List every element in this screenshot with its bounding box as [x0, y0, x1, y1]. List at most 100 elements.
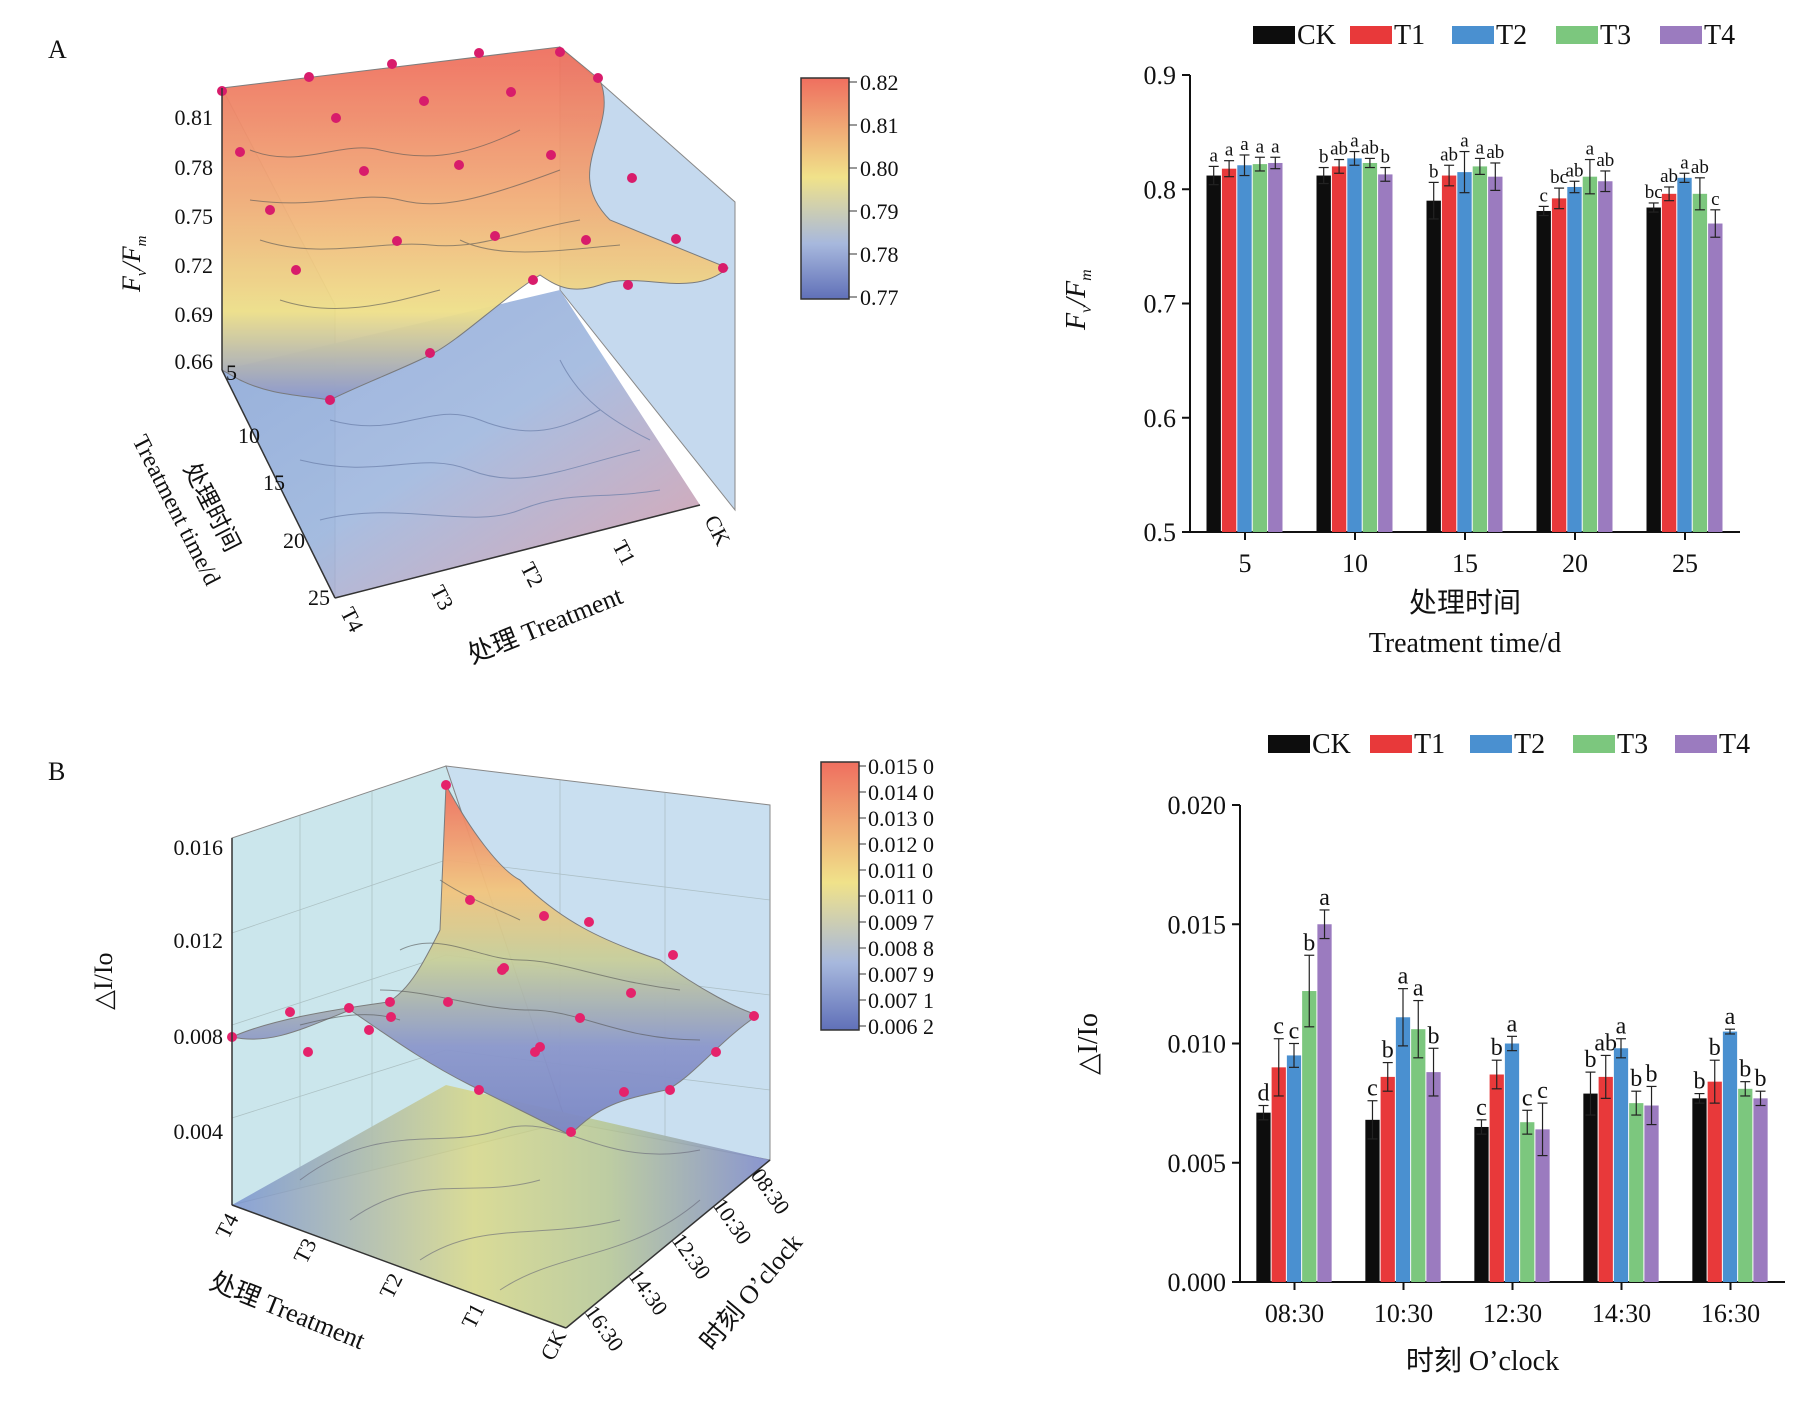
bar-t3: [1472, 166, 1488, 532]
panel-a-surface-contours: [249, 129, 621, 310]
panel-b-x-tick: T4: [210, 1209, 243, 1242]
x-axis-title: 时刻 O’clock: [1406, 1345, 1559, 1377]
y-axis-title: △I/Io: [1073, 1013, 1104, 1075]
panel-a-y-tick: 20: [283, 528, 305, 553]
significance-letter: b: [1381, 147, 1391, 168]
panel-b-z-tick: 0.012: [174, 928, 224, 953]
significance-letter: a: [1271, 136, 1280, 157]
colorbar-a-tick: 0.78: [860, 242, 899, 267]
significance-letter: b: [1428, 1023, 1440, 1049]
bar-t2: [1567, 186, 1582, 532]
bar-t4: [1426, 1072, 1441, 1282]
y-tick-label: 0.7: [1144, 290, 1177, 319]
bar-t3: [1692, 193, 1708, 532]
significance-letter: a: [1350, 131, 1359, 152]
panel-b-z-ticks: 0.016 0.012 0.008 0.004: [174, 835, 224, 1144]
bar-t1: [1441, 175, 1457, 533]
bar-t2: [1722, 1031, 1738, 1282]
panel-b-y-axis-title: 时刻 O’clock: [694, 1228, 808, 1356]
colorbar-a-tick: 0.80: [860, 156, 899, 181]
significance-letter: ab: [1486, 142, 1504, 163]
colorbar-b-tick: 0.011 0: [868, 858, 933, 883]
significance-letter: ab: [1566, 160, 1584, 181]
bar-ck: [1583, 1093, 1598, 1282]
x-tick-label: 5: [1239, 549, 1252, 578]
panel-a-colorbar: 0.82 0.81 0.80 0.79 0.78 0.77: [800, 70, 899, 310]
colorbar-b-tick: 0.013 0: [868, 806, 934, 831]
bar-t1: [1331, 166, 1347, 532]
significance-letter: bc: [1550, 167, 1568, 188]
legend-label-t3: T3: [1617, 729, 1648, 760]
bar-t3: [1738, 1088, 1753, 1282]
bar-t1: [1271, 1067, 1286, 1282]
bar-t2: [1395, 1017, 1411, 1282]
significance-letter: d: [1257, 1081, 1269, 1107]
x-axis-title-cn: 处理时间: [1409, 587, 1521, 619]
bar-ck: [1206, 175, 1221, 533]
significance-letter: a: [1240, 134, 1249, 155]
colorbar-a-tick: 0.79: [860, 199, 899, 224]
panel-b-y-tick: 08:30: [746, 1164, 795, 1219]
panel-a-surface-plot: A 0.81 0.78 0.75 0.72 0.69 0.66 Fv/Fm: [48, 35, 736, 670]
bar-t4: [1644, 1105, 1659, 1282]
panel-b-floor-contours: [299, 1125, 701, 1291]
colorbar-a-tick: 0.77: [860, 285, 899, 310]
significance-letter: a: [1586, 139, 1595, 160]
bar-t2: [1677, 177, 1692, 532]
y-tick-label: 0.6: [1144, 404, 1177, 433]
panel-b-y-tick: 12:30: [667, 1229, 716, 1284]
legend-label-t4: T4: [1719, 729, 1750, 760]
significance-letter: b: [1755, 1066, 1767, 1092]
colorbar-b-tick: 0.007 9: [868, 962, 934, 987]
bar-ck: [1536, 210, 1551, 532]
significance-letter: c: [1273, 1014, 1284, 1040]
legend-swatch-t3: [1556, 26, 1598, 44]
panel-b-x-tick: CK: [535, 1326, 571, 1365]
significance-letter: c: [1367, 1076, 1378, 1102]
panel-b-y-tick: 10:30: [708, 1194, 757, 1249]
panel-b-colorbar: 0.015 00.014 00.013 00.012 00.011 00.011…: [820, 754, 934, 1039]
colorbar-b-tick: 0.014 0: [868, 780, 934, 805]
panel-a-y-tick: 25: [308, 585, 330, 610]
bar-ck: [1316, 175, 1331, 533]
panel-a-y-tick: 15: [263, 470, 285, 495]
significance-letter: b: [1303, 930, 1315, 956]
panel-b-z-tick: 0.016: [174, 835, 224, 860]
panel-b-x-axis-title: 处理 Treatment: [206, 1267, 370, 1356]
significance-letter: c: [1289, 1019, 1300, 1045]
significance-letter: ab: [1440, 144, 1458, 165]
significance-letter: a: [1680, 152, 1689, 173]
significance-letter: a: [1413, 976, 1424, 1002]
significance-letter: c: [1539, 185, 1547, 206]
bar-ck: [1256, 1112, 1271, 1282]
legend-swatch-t3: [1573, 735, 1615, 753]
x-tick-label: 25: [1672, 549, 1698, 578]
x-tick-label: 20: [1562, 549, 1588, 578]
significance-letter: b: [1382, 1038, 1394, 1064]
legend-swatch-t1: [1350, 26, 1392, 44]
y-tick-label: 0.015: [1168, 910, 1227, 939]
bar-t1: [1380, 1076, 1395, 1282]
panel-b-x-tick: T3: [288, 1234, 321, 1267]
x-tick-label: 14:30: [1592, 1299, 1651, 1328]
significance-letter: ab: [1361, 137, 1379, 158]
panel-a-y-tick: 5: [226, 360, 237, 385]
panel-a-x-tick: CK: [700, 511, 736, 550]
bar-t4: [1268, 162, 1283, 532]
significance-letter: c: [1711, 189, 1719, 210]
bar-ck: [1426, 200, 1441, 533]
colorbar-b-tick: 0.015 0: [868, 754, 934, 779]
y-tick-label: 0.020: [1168, 791, 1227, 820]
significance-letter: b: [1739, 1057, 1751, 1083]
significance-letter: b: [1709, 1035, 1721, 1061]
panel-a-z-tick: 0.78: [175, 155, 214, 180]
significance-letter: a: [1398, 964, 1409, 990]
colorbar-b-tick: 0.011 0: [868, 884, 933, 909]
legend-label-t3: T3: [1600, 20, 1631, 51]
panel-a-x-tick: T1: [608, 536, 641, 569]
x-tick-label: 10: [1342, 549, 1368, 578]
significance-letter: a: [1725, 1004, 1736, 1030]
bar-t1: [1551, 198, 1567, 532]
bar-t2: [1457, 172, 1472, 533]
